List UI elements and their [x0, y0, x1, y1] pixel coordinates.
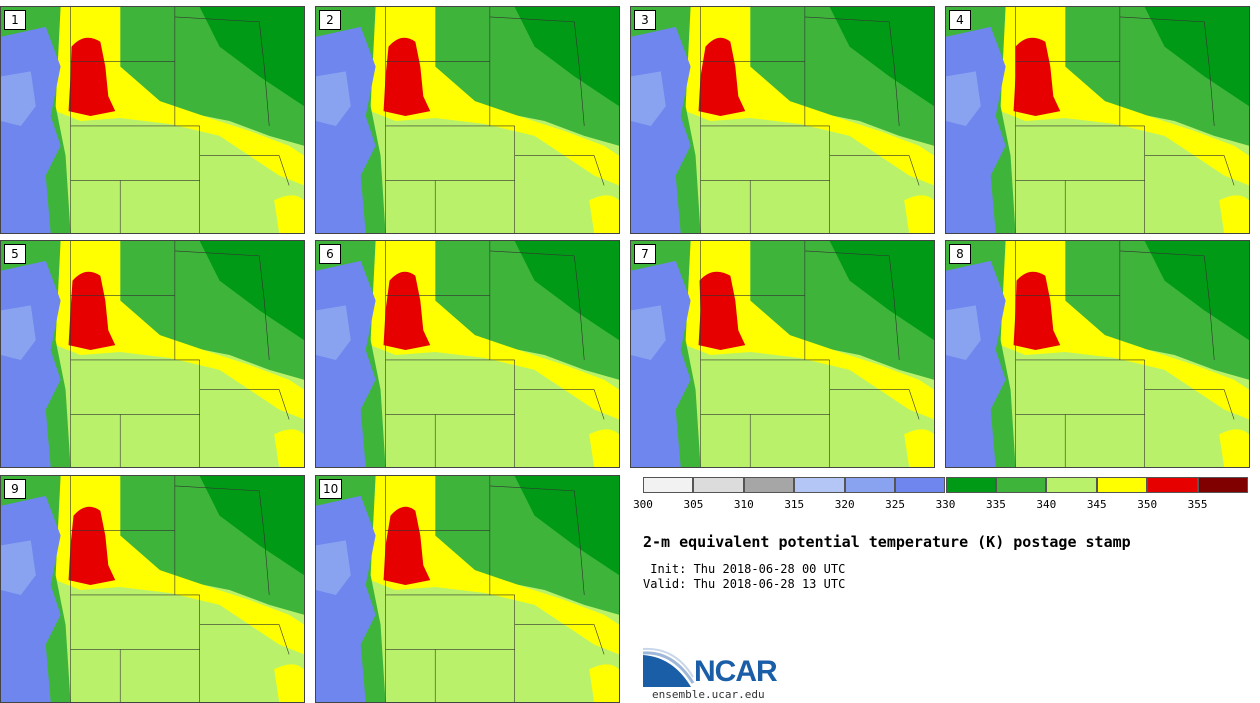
- colorbar-tick-label: 355: [1187, 498, 1208, 511]
- colorbar-tick-label: 310: [733, 498, 754, 511]
- logo-url: ensemble.ucar.edu: [652, 688, 765, 701]
- colorbar-segment: [743, 477, 795, 493]
- member-panel: 6: [315, 240, 620, 468]
- colorbar-segment: [643, 477, 694, 493]
- colorbar-segment: [1096, 477, 1148, 493]
- member-label: 4: [949, 10, 971, 30]
- member-label: 6: [319, 244, 341, 264]
- member-label: 8: [949, 244, 971, 264]
- plot-title: 2-m equivalent potential temperature (K)…: [643, 533, 1131, 551]
- colorbar-segment: [844, 477, 896, 493]
- member-label: 1: [4, 10, 26, 30]
- colorbar-tick-label: 300: [633, 498, 653, 511]
- colorbar-segment: [995, 477, 1047, 493]
- colorbar-tick-label: 330: [935, 498, 956, 511]
- colorbar-segment: [1147, 477, 1198, 493]
- colorbar-tick-label: 340: [1036, 498, 1057, 511]
- colorbar-segment: [693, 477, 744, 493]
- member-label: 9: [4, 479, 26, 499]
- logo-name: NCAR: [694, 655, 778, 688]
- member-label: 3: [634, 10, 656, 30]
- colorbar-segment: [895, 477, 946, 493]
- ncar-logo-icon: [643, 647, 695, 687]
- colorbar-segment: [794, 477, 845, 493]
- colorbar-tick-label: 325: [885, 498, 906, 511]
- member-panel: 9: [0, 475, 305, 703]
- member-panel: 8: [945, 240, 1250, 468]
- colorbar-tick-label: 305: [683, 498, 704, 511]
- member-label: 10: [319, 479, 343, 499]
- colorbar-segment: [1046, 477, 1097, 493]
- member-panel: 5: [0, 240, 305, 468]
- colorbar-tick-label: 345: [1086, 498, 1107, 511]
- colorbar: [643, 477, 1248, 493]
- init-time: Init: Thu 2018-06-28 00 UTC: [643, 562, 846, 576]
- member-panel: 2: [315, 6, 620, 234]
- member-panel: 4: [945, 6, 1250, 234]
- member-label: 5: [4, 244, 26, 264]
- valid-time: Valid: Thu 2018-06-28 13 UTC: [643, 577, 846, 591]
- colorbar-tick-label: 315: [784, 498, 805, 511]
- member-panel: 1: [0, 6, 305, 234]
- colorbar-tick-label: 320: [834, 498, 855, 511]
- member-label: 7: [634, 244, 656, 264]
- colorbar-tick-label: 350: [1137, 498, 1158, 511]
- colorbar-segment: [945, 477, 996, 493]
- colorbar-segment: [1197, 477, 1248, 493]
- colorbar-tick-label: 335: [985, 498, 1006, 511]
- member-panel: 3: [630, 6, 935, 234]
- member-label: 2: [319, 10, 341, 30]
- member-panel: 10: [315, 475, 620, 703]
- member-panel: 7: [630, 240, 935, 468]
